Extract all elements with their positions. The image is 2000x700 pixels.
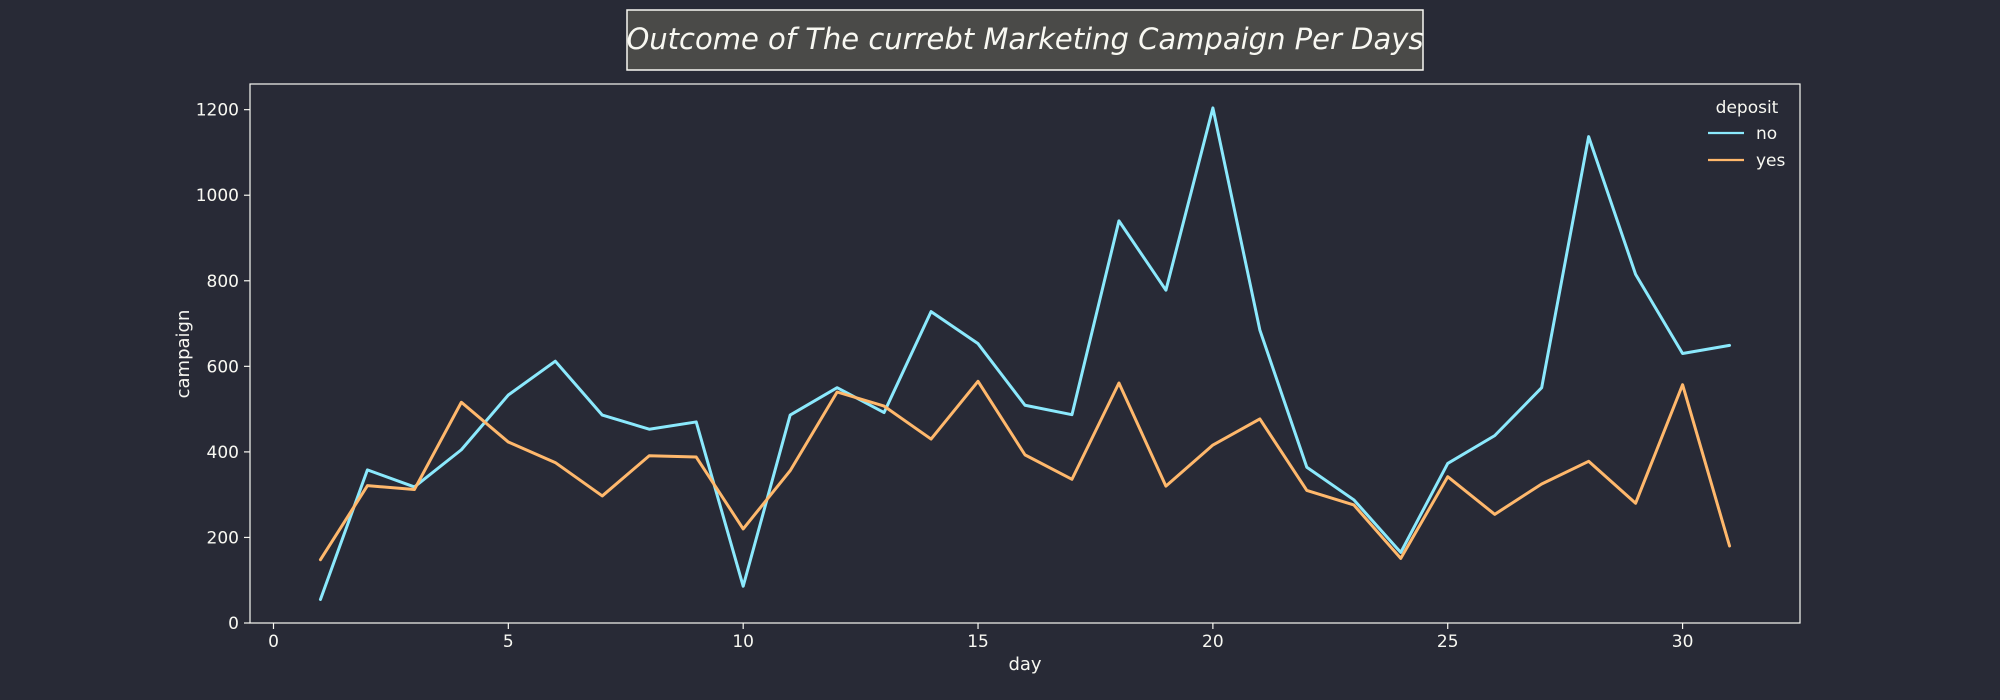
data-point-no <box>1024 404 1027 407</box>
data-point-yes <box>742 527 745 530</box>
data-point-no <box>930 310 933 313</box>
x-tick-label: 30 <box>1672 632 1694 652</box>
data-point-yes <box>507 441 510 444</box>
legend-entry-no: no <box>1756 124 1777 144</box>
data-point-yes <box>1446 475 1449 478</box>
data-point-no <box>1117 219 1120 222</box>
data-point-no <box>366 468 369 471</box>
data-point-no <box>883 411 886 414</box>
data-point-yes <box>1211 444 1214 447</box>
data-point-yes <box>883 405 886 408</box>
data-point-yes <box>1540 482 1543 485</box>
data-point-no <box>648 428 651 431</box>
y-tick-label: 200 <box>207 528 239 548</box>
x-tick-label: 0 <box>268 632 279 652</box>
data-point-yes <box>695 456 698 459</box>
plot-area-frame <box>249 83 1801 624</box>
data-point-no <box>1634 273 1637 276</box>
data-point-no <box>554 360 557 363</box>
data-point-no <box>1211 106 1214 109</box>
data-point-yes <box>1634 502 1637 505</box>
data-point-no <box>1728 344 1731 347</box>
legend-entry-yes: yes <box>1756 151 1786 171</box>
data-point-yes <box>930 438 933 441</box>
data-point-yes <box>366 484 369 487</box>
data-point-yes <box>1305 489 1308 492</box>
data-point-no <box>1493 434 1496 437</box>
series-line-no <box>318 106 1732 601</box>
series-line-yes <box>318 379 1732 562</box>
data-point-no <box>977 342 980 345</box>
x-axis: 0 5 10 15 20 25 30 <box>268 623 1693 652</box>
x-tick-label: 20 <box>1202 632 1224 652</box>
data-point-yes <box>789 469 792 472</box>
data-point-yes <box>1164 485 1167 488</box>
data-point-no <box>319 598 322 601</box>
data-point-yes <box>1399 557 1402 560</box>
data-point-yes <box>1117 382 1120 385</box>
data-point-no <box>789 414 792 417</box>
data-point-no <box>1070 413 1073 416</box>
y-tick-label: 1000 <box>196 186 239 206</box>
data-point-yes <box>413 488 416 491</box>
x-tick-label: 25 <box>1437 632 1459 652</box>
data-point-no <box>742 585 745 588</box>
data-point-yes <box>460 401 463 404</box>
data-point-no <box>1587 135 1590 138</box>
data-point-no <box>836 386 839 389</box>
data-point-yes <box>1587 460 1590 463</box>
data-point-yes <box>601 494 604 497</box>
data-point-no <box>1258 328 1261 331</box>
legend-title: deposit <box>1716 98 1779 118</box>
data-point-no <box>1352 498 1355 501</box>
y-tick-label: 400 <box>207 443 239 463</box>
data-point-no <box>507 393 510 396</box>
data-point-no <box>1540 386 1543 389</box>
data-point-yes <box>1070 478 1073 481</box>
x-tick-label: 10 <box>732 632 754 652</box>
data-point-yes <box>648 454 651 457</box>
data-point-yes <box>1024 453 1027 456</box>
y-tick-label: 0 <box>228 614 239 634</box>
chart-title-box: Outcome of The currebt Marketing Campaig… <box>626 9 1424 71</box>
data-point-yes <box>836 391 839 394</box>
y-tick-label: 800 <box>207 272 239 292</box>
data-point-yes <box>1681 383 1684 386</box>
data-point-no <box>601 414 604 417</box>
data-point-yes <box>1493 513 1496 516</box>
data-point-no <box>1446 462 1449 465</box>
data-point-no <box>460 448 463 451</box>
data-point-yes <box>1728 545 1731 548</box>
x-axis-label: day <box>1008 654 1041 675</box>
data-point-yes <box>1258 417 1261 420</box>
y-tick-label: 1200 <box>196 101 239 121</box>
x-tick-label: 5 <box>503 632 514 652</box>
data-point-no <box>1164 289 1167 292</box>
y-axis-label: campaign <box>173 310 194 399</box>
data-point-no <box>1681 352 1684 355</box>
data-point-no <box>695 420 698 423</box>
chart-title: Outcome of The currebt Marketing Campaig… <box>626 22 1423 56</box>
series-layer <box>318 106 1732 601</box>
data-point-yes <box>319 558 322 561</box>
y-axis: 0 200 400 600 800 1000 1200 <box>196 101 250 634</box>
data-point-yes <box>1352 503 1355 506</box>
data-point-no <box>1305 466 1308 469</box>
data-point-yes <box>554 461 557 464</box>
y-tick-label: 600 <box>207 357 239 377</box>
data-point-yes <box>977 380 980 383</box>
legend: deposit no yes <box>1708 98 1786 171</box>
x-tick-label: 15 <box>967 632 989 652</box>
data-point-no <box>1399 551 1402 554</box>
